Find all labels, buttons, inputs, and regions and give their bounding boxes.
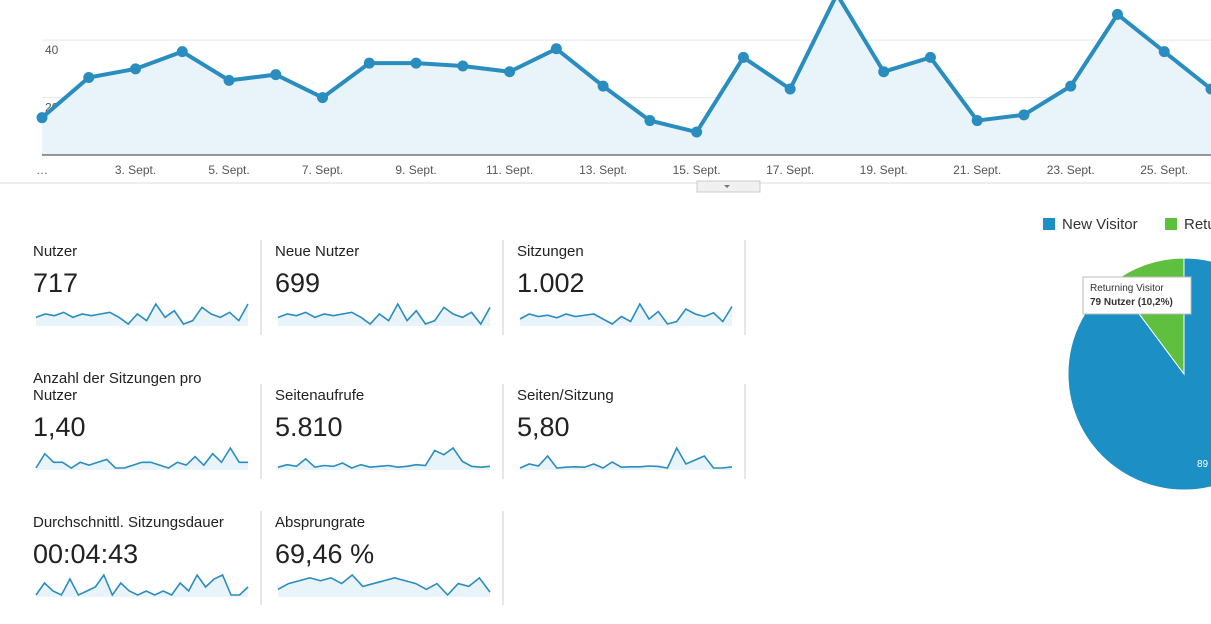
sparkline-area — [278, 448, 490, 470]
metric-value: 69,46 % — [275, 539, 374, 569]
metric-label: Sitzungen — [517, 243, 584, 260]
point — [691, 126, 703, 138]
x-tick-label: 19. Sept. — [860, 163, 908, 177]
sparkline — [35, 573, 249, 597]
point — [270, 69, 282, 81]
x-tick-label: … — [36, 163, 48, 177]
sparkline-area — [36, 304, 248, 326]
metric-label: Neue Nutzer — [275, 243, 359, 260]
line — [40, 0, 1211, 135]
metric-value: 699 — [275, 268, 320, 298]
metric-label: Seitenaufrufe — [275, 387, 364, 404]
tooltip — [1082, 276, 1192, 315]
sparkline — [519, 302, 733, 325]
metric-card: Seitenaufrufe 5.810 — [275, 384, 504, 479]
point — [83, 72, 95, 83]
x-tick-label: 7. Sept. — [302, 163, 343, 177]
point — [410, 57, 422, 69]
pie-label: 89 — [1197, 459, 1209, 470]
line-area — [42, 0, 1211, 155]
point — [1018, 109, 1030, 121]
legend-label: Returning Visitor — [1184, 216, 1211, 233]
x-tick-label: 21. Sept. — [953, 163, 1001, 177]
x-tick-label: 25. Sept. — [1140, 163, 1188, 177]
point — [737, 51, 749, 63]
point — [550, 43, 562, 55]
point — [223, 74, 235, 86]
point — [1158, 46, 1170, 58]
metric-card: Sitzungen 1.002 — [517, 240, 746, 335]
metric-label-line: Anzahl der Sitzungen pro — [33, 370, 201, 387]
tooltip-title: Returning Visitor — [1090, 283, 1164, 294]
metric-value: 1.002 — [517, 268, 585, 298]
metric-card: Neue Nutzer 699 — [275, 240, 504, 335]
metric-value: 5,80 — [517, 412, 570, 442]
x-tick-label: 13. Sept. — [579, 163, 627, 177]
point — [924, 51, 936, 63]
point — [971, 115, 983, 127]
point — [597, 80, 609, 92]
point — [1205, 83, 1211, 95]
sparkline — [519, 446, 733, 469]
sparkline — [35, 302, 249, 326]
sparkline — [277, 446, 491, 469]
sparkline-area — [36, 448, 248, 470]
metric-value: 717 — [33, 268, 78, 298]
point — [878, 66, 890, 78]
legend-swatch — [1165, 218, 1177, 230]
sparkline-area — [520, 304, 732, 326]
sparkline-area — [278, 575, 490, 597]
metric-label: Anzahl der Sitzungen pro Nutzer — [33, 370, 201, 404]
point — [176, 46, 188, 58]
metric-value: 1,40 — [33, 412, 86, 442]
x-tick-label: 9. Sept. — [395, 163, 436, 177]
legend-label: New Visitor — [1062, 216, 1138, 233]
metric-label: Durchschnittl. Sitzungsdauer — [33, 514, 224, 531]
point — [363, 57, 375, 69]
collapse-handle[interactable] — [696, 180, 761, 193]
sparkline — [277, 573, 491, 597]
x-tick-label: 23. Sept. — [1047, 163, 1095, 177]
x-tick-label: 3. Sept. — [115, 163, 156, 177]
point — [1111, 8, 1123, 20]
x-tick-label: 17. Sept. — [766, 163, 814, 177]
sparkline-area — [278, 304, 490, 326]
point — [130, 63, 142, 75]
metric-value: 5.810 — [275, 412, 343, 442]
point — [457, 60, 469, 72]
metric-card: Seiten/Sitzung 5,80 — [517, 384, 746, 479]
point — [36, 112, 48, 124]
y-tick-label: 40 — [45, 43, 59, 57]
metric-label: Nutzer — [33, 243, 77, 260]
x-tick-label: 5. Sept. — [208, 163, 249, 177]
metric-label-line: Nutzer — [33, 387, 77, 404]
sparkline — [277, 302, 491, 326]
point — [1065, 80, 1077, 92]
point — [644, 115, 656, 127]
metric-card: Nutzer 717 — [33, 240, 262, 335]
point — [504, 66, 516, 78]
legend-swatch — [1043, 218, 1055, 230]
metric-card: Durchschnittl. Sitzungsdauer 00:04:43 — [33, 511, 262, 605]
metric-label: Absprungrate — [275, 514, 365, 531]
point — [317, 92, 329, 104]
metric-label: Seiten/Sitzung — [517, 387, 614, 404]
tooltip-text: 79 Nutzer (10,2%) — [1090, 297, 1173, 308]
sparkline — [35, 446, 248, 469]
point — [784, 83, 796, 95]
metric-card: Anzahl der Sitzungen pro Nutzer 1,40 — [33, 370, 262, 479]
x-tick-label: 15. Sept. — [673, 163, 721, 177]
metric-card: Absprungrate 69,46 % — [275, 511, 504, 605]
metric-value: 00:04:43 — [33, 539, 138, 569]
pie-slice — [1067, 257, 1211, 491]
x-tick-label: 11. Sept. — [486, 163, 533, 177]
